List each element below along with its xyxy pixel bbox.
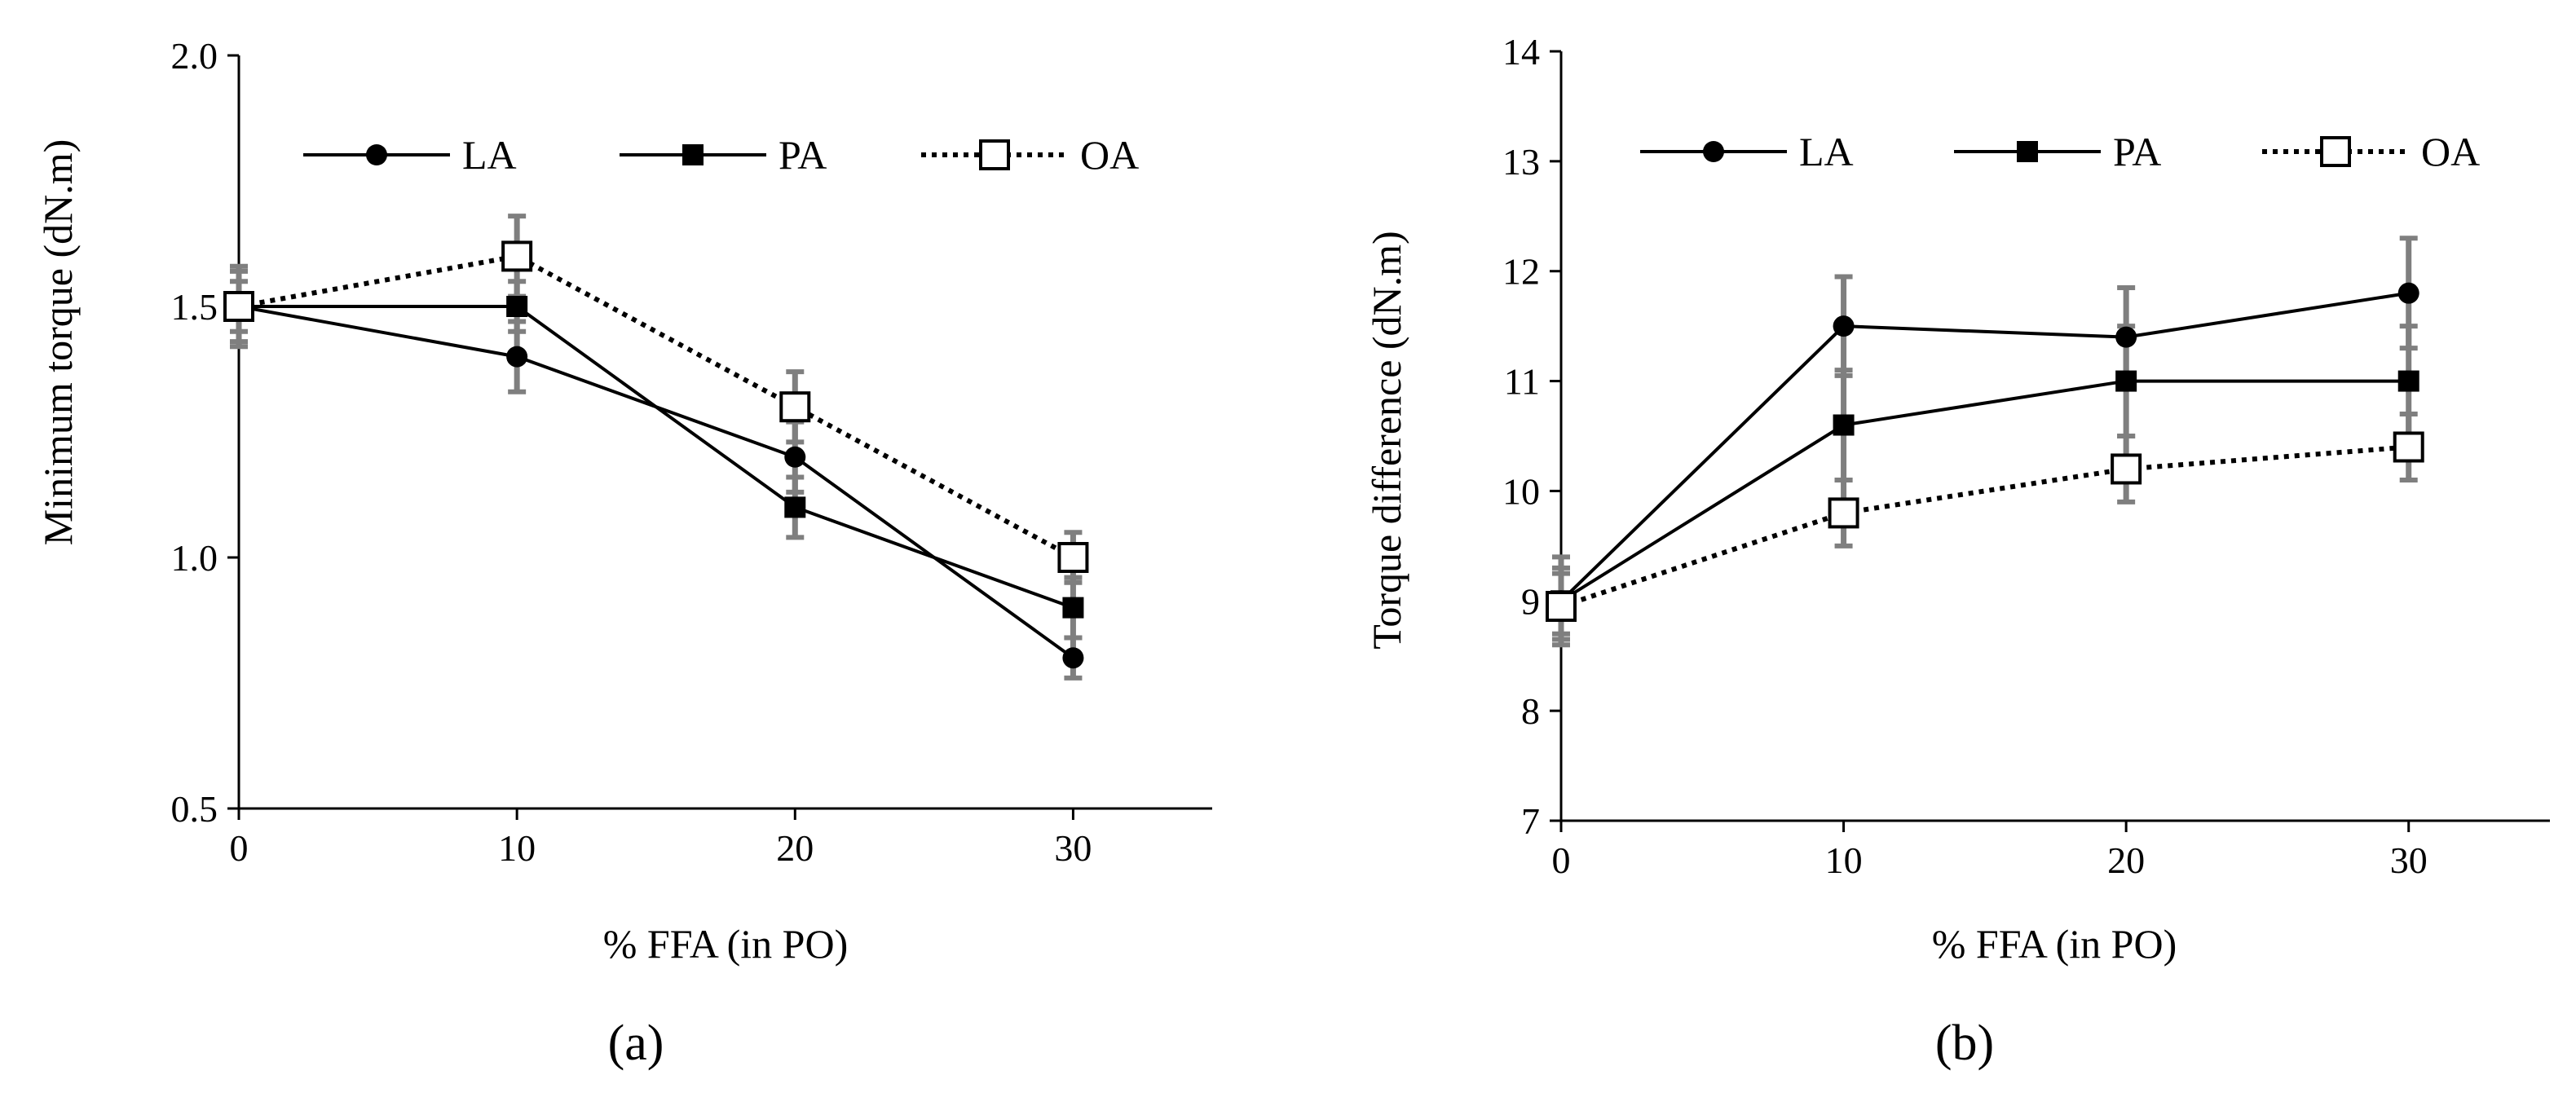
legend-marker-la <box>366 144 387 165</box>
legend-marker-oa <box>979 139 1010 170</box>
x-axis-label: % FFA (in PO) <box>603 921 849 967</box>
series-line-oa <box>238 253 1074 560</box>
series-line-pa <box>1559 379 2409 602</box>
x-tick-label: 30 <box>2390 839 2428 881</box>
legend-marker-pa <box>2017 141 2038 162</box>
y-axis-label: Torque difference (dN.m) <box>1364 231 1409 649</box>
legend-label-pa: PA <box>779 132 827 178</box>
y-tick-label: 13 <box>1502 141 1540 183</box>
x-tick-label: 20 <box>776 827 814 869</box>
legend-label-la: LA <box>462 132 517 178</box>
y-tick-label: 7 <box>1521 800 1540 842</box>
data-point-oa <box>1546 591 1577 623</box>
y-tick-label: 11 <box>1504 361 1540 403</box>
y-tick-label: 9 <box>1521 580 1540 622</box>
data-point-la <box>2115 326 2137 348</box>
chart-panel-b: 7 8 9 10 11 12 13 14 0 10 20 30 LA PA OA % FFA (in PO)… <box>1364 31 2550 1071</box>
panel-label: (b) <box>1935 1015 1994 1071</box>
data-point-oa <box>1057 542 1089 573</box>
data-point-pa <box>784 496 806 518</box>
data-point-oa <box>779 391 811 423</box>
legend-marker-oa <box>2320 136 2351 167</box>
y-tick-label: 10 <box>1502 470 1540 512</box>
data-point-la <box>1062 647 1084 669</box>
data-point-pa <box>2397 370 2419 392</box>
data-point-pa <box>1833 414 1855 436</box>
data-point-la <box>784 446 806 468</box>
legend-marker-la <box>1703 141 1724 162</box>
x-tick-label: 20 <box>2107 839 2145 881</box>
series-line-oa <box>1560 444 2409 609</box>
y-tick-label: 0.5 <box>171 788 218 830</box>
data-point-oa <box>2393 431 2424 463</box>
data-point-pa <box>506 296 528 317</box>
series-line-la <box>1559 291 2410 602</box>
series-line-la <box>238 305 1074 659</box>
data-point-oa <box>223 291 254 322</box>
data-point-pa <box>2115 370 2137 392</box>
data-point-la <box>2397 282 2419 304</box>
x-axis-label: % FFA (in PO) <box>1932 921 2177 967</box>
data-point-oa <box>1828 497 1859 529</box>
legend-label-pa: PA <box>2113 129 2161 174</box>
x-tick-label: 10 <box>1825 839 1863 881</box>
data-point-pa <box>1062 597 1084 619</box>
data-point-la <box>506 346 528 368</box>
y-tick-label: 14 <box>1502 31 1540 73</box>
x-tick-label: 0 <box>1552 839 1571 881</box>
y-tick-label: 2.0 <box>171 35 218 77</box>
legend-marker-pa <box>682 144 704 165</box>
x-tick-label: 30 <box>1054 827 1092 869</box>
x-tick-label: 0 <box>230 827 249 869</box>
legend-label-la: LA <box>1799 129 1854 174</box>
data-point-oa <box>501 240 533 272</box>
data-point-la <box>1833 315 1855 337</box>
series-line-pa <box>239 305 1074 610</box>
y-tick-label: 1.5 <box>171 286 218 328</box>
x-tick-label: 10 <box>498 827 536 869</box>
y-tick-label: 1.0 <box>171 537 218 579</box>
data-point-oa <box>2111 453 2142 485</box>
y-tick-label: 8 <box>1521 690 1540 732</box>
legend-label-oa: OA <box>1080 132 1139 178</box>
y-axis-label: Minimum torque (dN.m) <box>35 139 81 546</box>
y-tick-label: 12 <box>1502 251 1540 293</box>
legend-label-oa: OA <box>2421 129 2480 174</box>
panel-label: (a) <box>608 1015 664 1071</box>
